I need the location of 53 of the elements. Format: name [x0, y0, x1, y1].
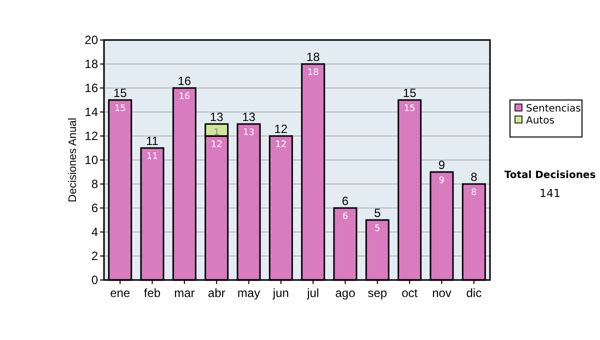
y-tick-label: 14 [84, 105, 98, 120]
data-label: 1 [214, 128, 220, 138]
x-tick-label: nov [432, 286, 452, 300]
total-label: 13 [210, 110, 224, 124]
legend-label: Sentencias [526, 104, 581, 114]
x-tick-label: mar [174, 286, 195, 300]
total-label: 15 [402, 86, 417, 100]
text: 141 [540, 187, 560, 200]
x-tick-label: oct [402, 286, 418, 300]
y-axis-title: Decisiones Anual [67, 118, 79, 202]
text: Total Decisiones [504, 170, 596, 181]
y-tick-label: 0 [91, 273, 98, 288]
y-tick-label: 18 [84, 57, 98, 72]
x-tick-label: sep [368, 286, 388, 300]
total-label: 11 [146, 134, 159, 148]
data-label: 13 [243, 128, 254, 138]
y-tick-label: 8 [91, 177, 98, 192]
y-tick-label: 10 [84, 153, 98, 168]
x-tick-label: may [237, 286, 260, 300]
y-tick-label: 12 [84, 129, 98, 144]
data-label: 15 [114, 104, 126, 114]
data-label: 9 [438, 176, 445, 186]
total-label: 13 [242, 110, 256, 124]
legend-label: Autos [526, 116, 554, 126]
x-tick-label: jun [272, 286, 289, 300]
y-tick-label: 20 [84, 33, 98, 48]
x-tick-label: dic [466, 286, 482, 300]
data-label: 18 [307, 68, 320, 78]
y-tick-label: 16 [84, 81, 98, 96]
y-tick-label: 4 [91, 225, 98, 240]
total-label: 12 [274, 122, 288, 136]
x-tick-label: feb [144, 286, 161, 300]
y-tick-label: 6 [91, 201, 98, 216]
y-tick-label: 2 [91, 249, 98, 264]
x-tick-label: ene [110, 286, 130, 300]
data-label: 11 [146, 152, 158, 162]
data-label: 15 [404, 104, 416, 114]
x-tick-label: jul [306, 286, 320, 300]
total-label: 5 [374, 206, 382, 220]
total-label: 15 [113, 86, 128, 100]
total-label: 8 [470, 170, 478, 184]
data-label: 12 [275, 140, 287, 150]
total-label: 6 [342, 194, 349, 208]
data-label: 6 [342, 212, 348, 222]
x-tick-label: abr [208, 286, 226, 300]
data-label: 12 [210, 140, 222, 150]
total-label: 16 [178, 74, 192, 88]
total-label: 18 [306, 50, 320, 64]
data-label: 8 [471, 188, 478, 198]
data-label: 16 [178, 92, 190, 102]
total-label: 9 [438, 158, 446, 172]
x-tick-label: ago [335, 286, 356, 300]
data-label: 5 [374, 224, 380, 234]
